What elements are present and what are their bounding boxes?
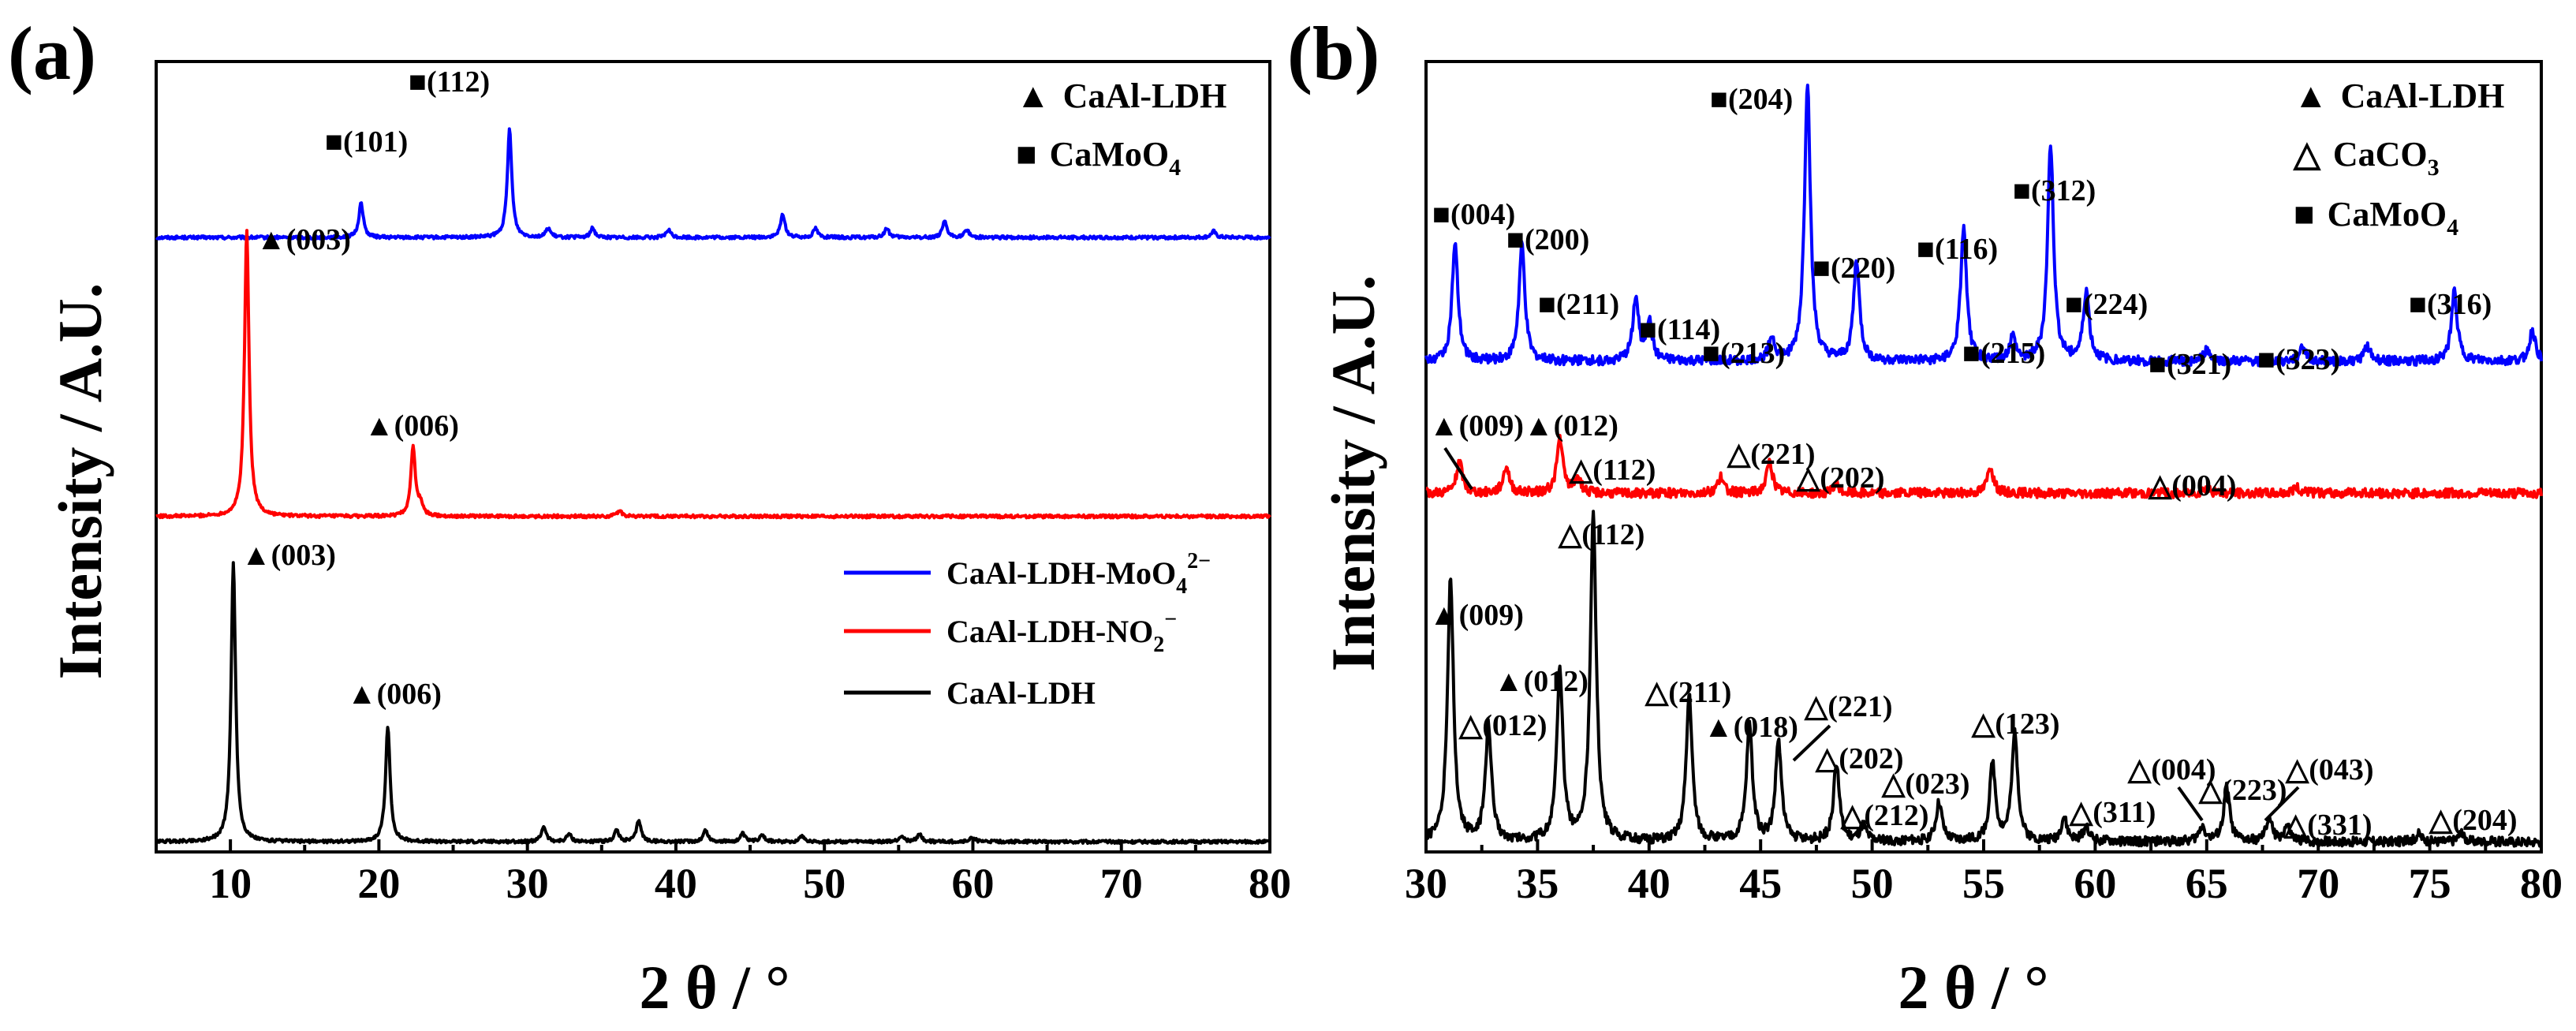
legend-label-blue: CaAl-LDH-MoO42−	[946, 549, 1211, 599]
panel-a: (a) Intensity / A.U. 2 θ / ° 10 20 30 40 50 6…	[8, 11, 1291, 1022]
annotation-b-red-221: △(221)	[1727, 438, 1816, 471]
tick-label-b: 45	[1739, 860, 1782, 907]
series-a-0	[155, 127, 1271, 241]
annotation-b-black-311: △(311)	[2069, 796, 2156, 829]
annotation-b-black-023: △(023)	[1881, 768, 1970, 801]
annotation-a-red-006: ▲(006)	[364, 409, 459, 443]
phase-legend-a-1: ▲ CaAl-LDH	[1016, 77, 1226, 115]
annotation-b-blue-220: ■(220)	[1813, 252, 1895, 285]
annotation-b-black-212: △(212)	[1840, 799, 1929, 832]
tick-label-b: 35	[1516, 860, 1559, 907]
annotation-b-blue-213: ■(213)	[1702, 337, 1785, 370]
panel-b-phase-legend: ▲ CaAl-LDH △ CaCO3 ■ CaMoO4	[2293, 77, 2504, 241]
tick-label-a: 10	[209, 860, 252, 907]
panel-b-ticks: 30 35 40 45 50 55 60 65 70 75 80	[1405, 839, 2563, 907]
annotation-b-blue-211: ■(211)	[1538, 288, 1619, 321]
annotation-b-blue-215: ■(215)	[1962, 337, 2045, 370]
tick-label-b: 40	[1628, 860, 1671, 907]
phase-legend-b-2: △ CaCO3	[2293, 135, 2440, 181]
annotation-b-blue-204: ■(204)	[1710, 83, 1793, 116]
panel-a-xlabel: 2 θ / °	[639, 953, 790, 1022]
annotation-b-black-009: ▲(009)	[1429, 599, 1524, 632]
annotation-b-black-211: △(211)	[1645, 676, 1731, 709]
tick-label-a: 80	[1249, 860, 1291, 907]
annotation-b-blue-116: ■(116)	[1917, 233, 1998, 266]
tick-label-b: 70	[2297, 860, 2339, 907]
annotation-b-red-009: ▲(009)	[1429, 409, 1524, 443]
phase-legend-b-1: ▲ CaAl-LDH	[2294, 77, 2504, 115]
arrow-b-black-004	[2177, 786, 2204, 822]
annotation-b-black-112: △(112)	[1558, 518, 1645, 551]
phase-legend-b-3: ■ CaMoO4	[2294, 195, 2458, 241]
panel-b-ylabel: Intensity / A.U.	[1319, 275, 1387, 672]
panel-a-label: (a)	[8, 11, 96, 95]
tick-label-b: 65	[2186, 860, 2228, 907]
annotation-b-black-004: △(004)	[2127, 753, 2216, 786]
tick-label-b: 50	[1851, 860, 1894, 907]
annotation-b-black-204: △(204)	[2429, 804, 2518, 837]
phase-legend-a-2: ■ CaMoO4	[1016, 135, 1181, 181]
panel-a-phase-legend: ▲ CaAl-LDH ■ CaMoO4	[1016, 77, 1226, 181]
series-b-1	[1425, 434, 2543, 499]
panel-a-ticks: 10 20 30 40 50 60 70 80	[155, 839, 1291, 907]
annotation-b-red-012: ▲(012)	[1524, 409, 1618, 443]
tick-label-a: 50	[803, 860, 846, 907]
annotation-b-black-202: △(202)	[1815, 742, 1904, 775]
panel-b-xlabel: 2 θ / °	[1898, 953, 2048, 1022]
series-b-0	[1424, 84, 2543, 368]
panel-b: (b) Intensity / A.U. 2 θ / ° 30 35 40 45 50 5…	[1287, 11, 2563, 1022]
panel-b-curves	[1424, 84, 2543, 848]
annotation-b-blue-114: ■(114)	[1639, 313, 1720, 346]
annotation-b-black-223: △(223)	[2198, 774, 2287, 807]
annotation-a-black-006: ▲(006)	[347, 678, 442, 711]
annotation-a-blue-101: ■(101)	[325, 125, 408, 159]
panel-a-frame	[155, 60, 1271, 854]
series-a-2	[155, 561, 1271, 845]
tick-label-b: 55	[1962, 860, 2005, 907]
annotation-b-red-004: △(004)	[2148, 469, 2237, 502]
annotation-b-blue-321: ■(321)	[2149, 348, 2231, 381]
annotation-b-black-331: △(331)	[2283, 809, 2373, 842]
arrow-b-red-009	[1443, 446, 1473, 491]
tick-label-a: 40	[655, 860, 697, 907]
annotation-b-black-043: △(043)	[2285, 753, 2374, 786]
panel-a-series-legend: CaAl-LDH-MoO42− CaAl-LDH-NO2− CaAl-LDH	[844, 549, 1211, 711]
tick-label-b: 30	[1405, 860, 1447, 907]
annotation-b-black-012b: △(012)	[1458, 709, 1547, 742]
panel-a-ylabel: Intensity / A.U.	[46, 283, 114, 680]
series-b-2	[1424, 510, 2543, 848]
tick-label-b: 75	[2409, 860, 2451, 907]
tick-label-a: 60	[951, 860, 994, 907]
panel-a-curves	[155, 127, 1271, 845]
annotation-b-black-018: ▲(018)	[1704, 711, 1798, 744]
annotation-a-black-003: ▲(003)	[241, 539, 336, 572]
tick-label-b: 80	[2520, 860, 2563, 907]
legend-label-black: CaAl-LDH	[946, 675, 1096, 711]
tick-label-a: 30	[506, 860, 549, 907]
panel-b-label: (b)	[1287, 11, 1379, 95]
annotation-b-blue-323: ■(323)	[2257, 343, 2340, 376]
annotation-a-red-003: ▲(003)	[256, 223, 351, 256]
annotation-b-red-112: △(112)	[1569, 454, 1656, 487]
annotation-b-blue-200: ■(200)	[1506, 223, 1589, 256]
tick-label-a: 70	[1100, 860, 1143, 907]
annotation-b-black-012a: ▲(012)	[1494, 665, 1589, 698]
arrow-b-black-043	[2264, 786, 2300, 822]
series-a-1	[155, 229, 1271, 520]
tick-label-b: 60	[2074, 860, 2116, 907]
annotation-b-red-202: △(202)	[1796, 461, 1885, 495]
annotation-b-black-221: △(221)	[1804, 690, 1893, 723]
annotation-b-blue-004: ■(004)	[1432, 198, 1515, 231]
annotation-b-black-123: △(123)	[1971, 708, 2060, 741]
arrow-b-black-221	[1792, 724, 1831, 762]
legend-label-red: CaAl-LDH-NO2−	[946, 607, 1177, 657]
annotation-b-blue-316: ■(316)	[2409, 288, 2492, 321]
annotation-b-blue-312: ■(312)	[2013, 174, 2096, 207]
annotation-b-blue-224: ■(224)	[2065, 288, 2148, 321]
annotation-a-blue-112: ■(112)	[409, 65, 490, 99]
tick-label-a: 20	[357, 860, 400, 907]
